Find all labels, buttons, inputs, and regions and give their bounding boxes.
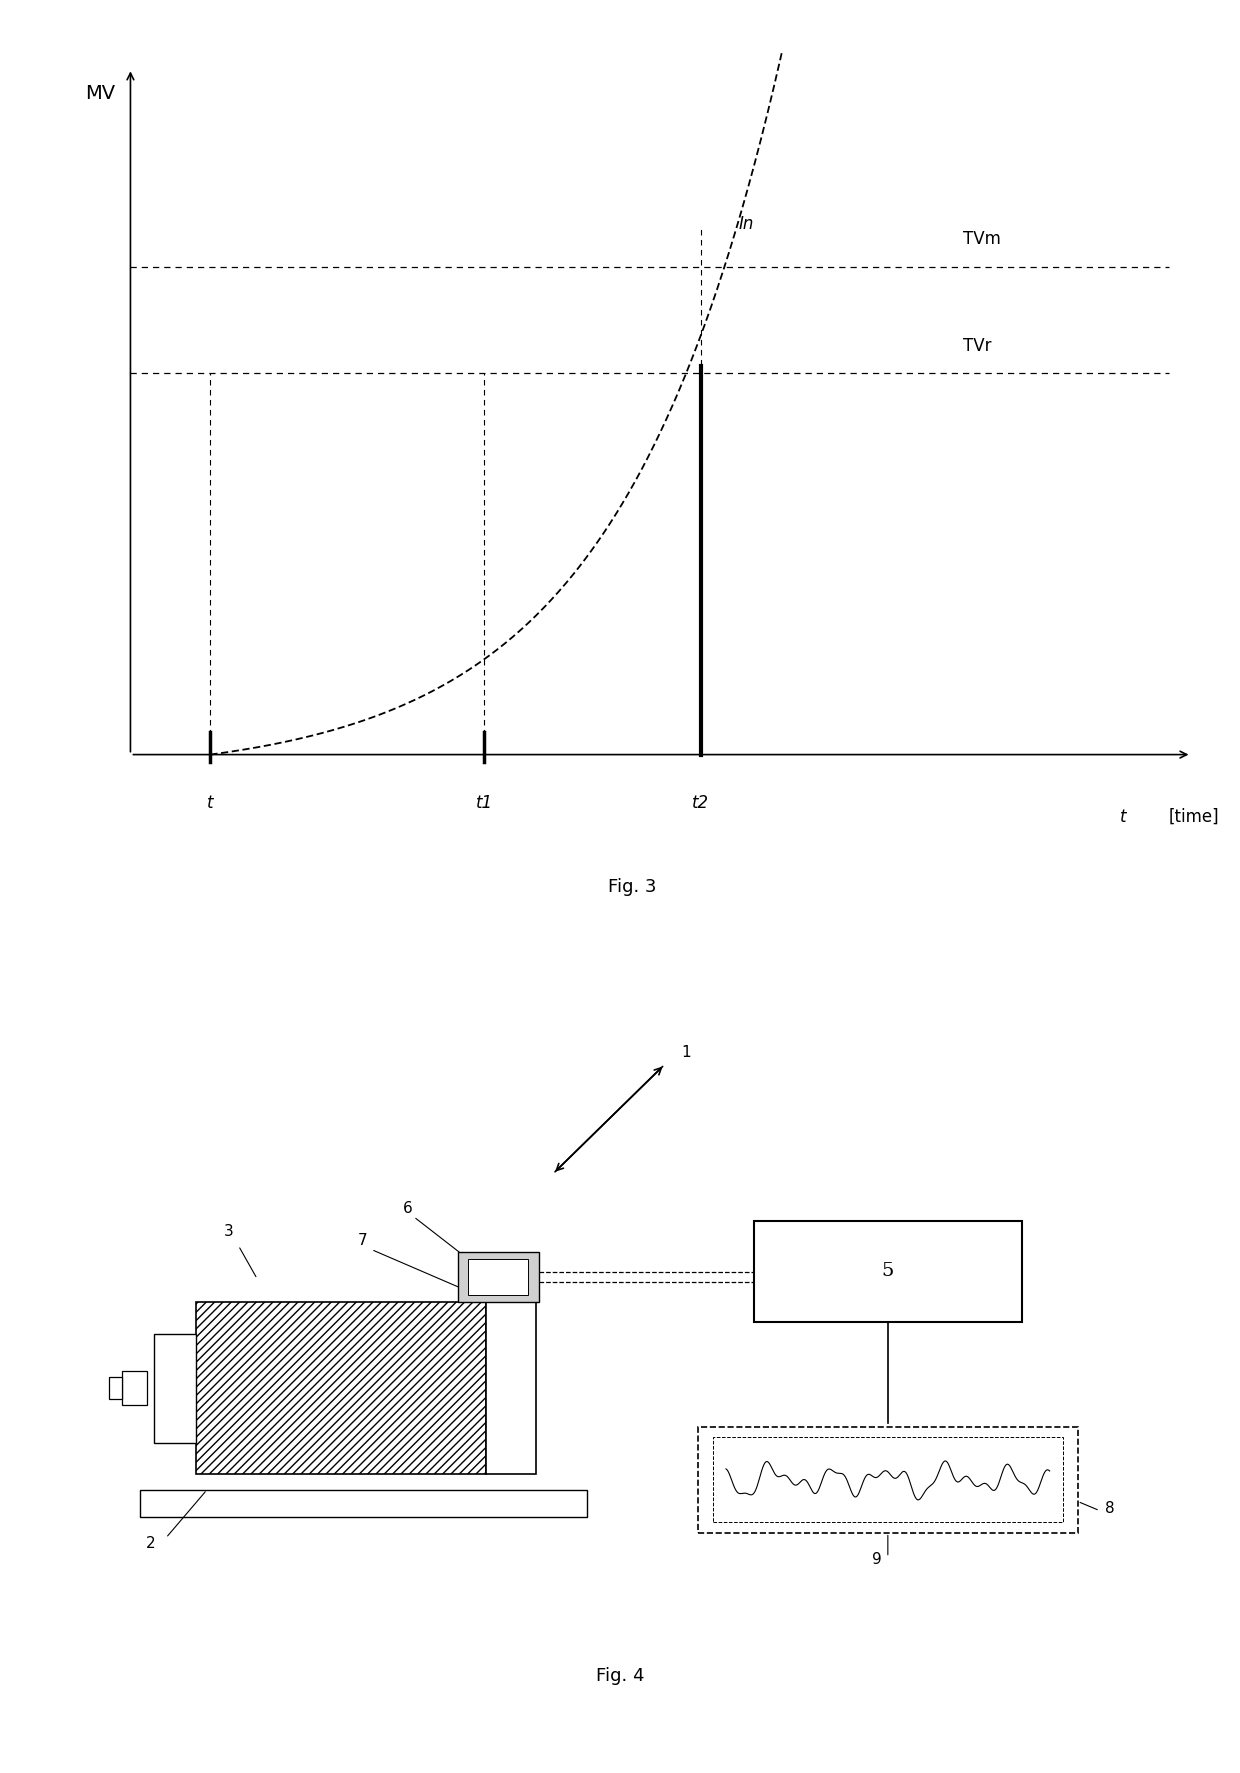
Text: 8: 8 bbox=[1106, 1502, 1115, 1516]
Bar bbox=[140, 1489, 587, 1518]
Text: MV: MV bbox=[84, 83, 115, 103]
Bar bbox=[196, 1303, 486, 1473]
Bar bbox=[469, 1259, 528, 1296]
Text: Fig. 4: Fig. 4 bbox=[595, 1667, 645, 1684]
Text: 3: 3 bbox=[223, 1223, 233, 1239]
Text: TVm: TVm bbox=[963, 230, 1001, 248]
Text: 1: 1 bbox=[682, 1044, 691, 1060]
Text: In: In bbox=[738, 215, 754, 232]
Bar bbox=[154, 1333, 196, 1443]
Bar bbox=[486, 1303, 536, 1473]
Text: 6: 6 bbox=[402, 1200, 412, 1216]
Text: TVr: TVr bbox=[963, 337, 992, 355]
Text: 7: 7 bbox=[358, 1234, 367, 1248]
Text: [time]: [time] bbox=[1168, 808, 1219, 826]
Text: t: t bbox=[1120, 808, 1126, 826]
Text: 9: 9 bbox=[872, 1551, 882, 1567]
Text: Fig. 3: Fig. 3 bbox=[608, 878, 657, 895]
Text: t2: t2 bbox=[692, 794, 709, 812]
Bar bbox=[713, 1438, 1063, 1523]
Text: 5: 5 bbox=[882, 1262, 894, 1280]
Bar bbox=[123, 1371, 146, 1406]
Text: t1: t1 bbox=[475, 794, 492, 812]
Bar bbox=[459, 1252, 538, 1303]
Bar bbox=[109, 1378, 123, 1399]
Bar bbox=[754, 1220, 1022, 1323]
Bar bbox=[698, 1427, 1078, 1532]
Text: 2: 2 bbox=[146, 1535, 155, 1551]
Text: t: t bbox=[207, 794, 213, 812]
